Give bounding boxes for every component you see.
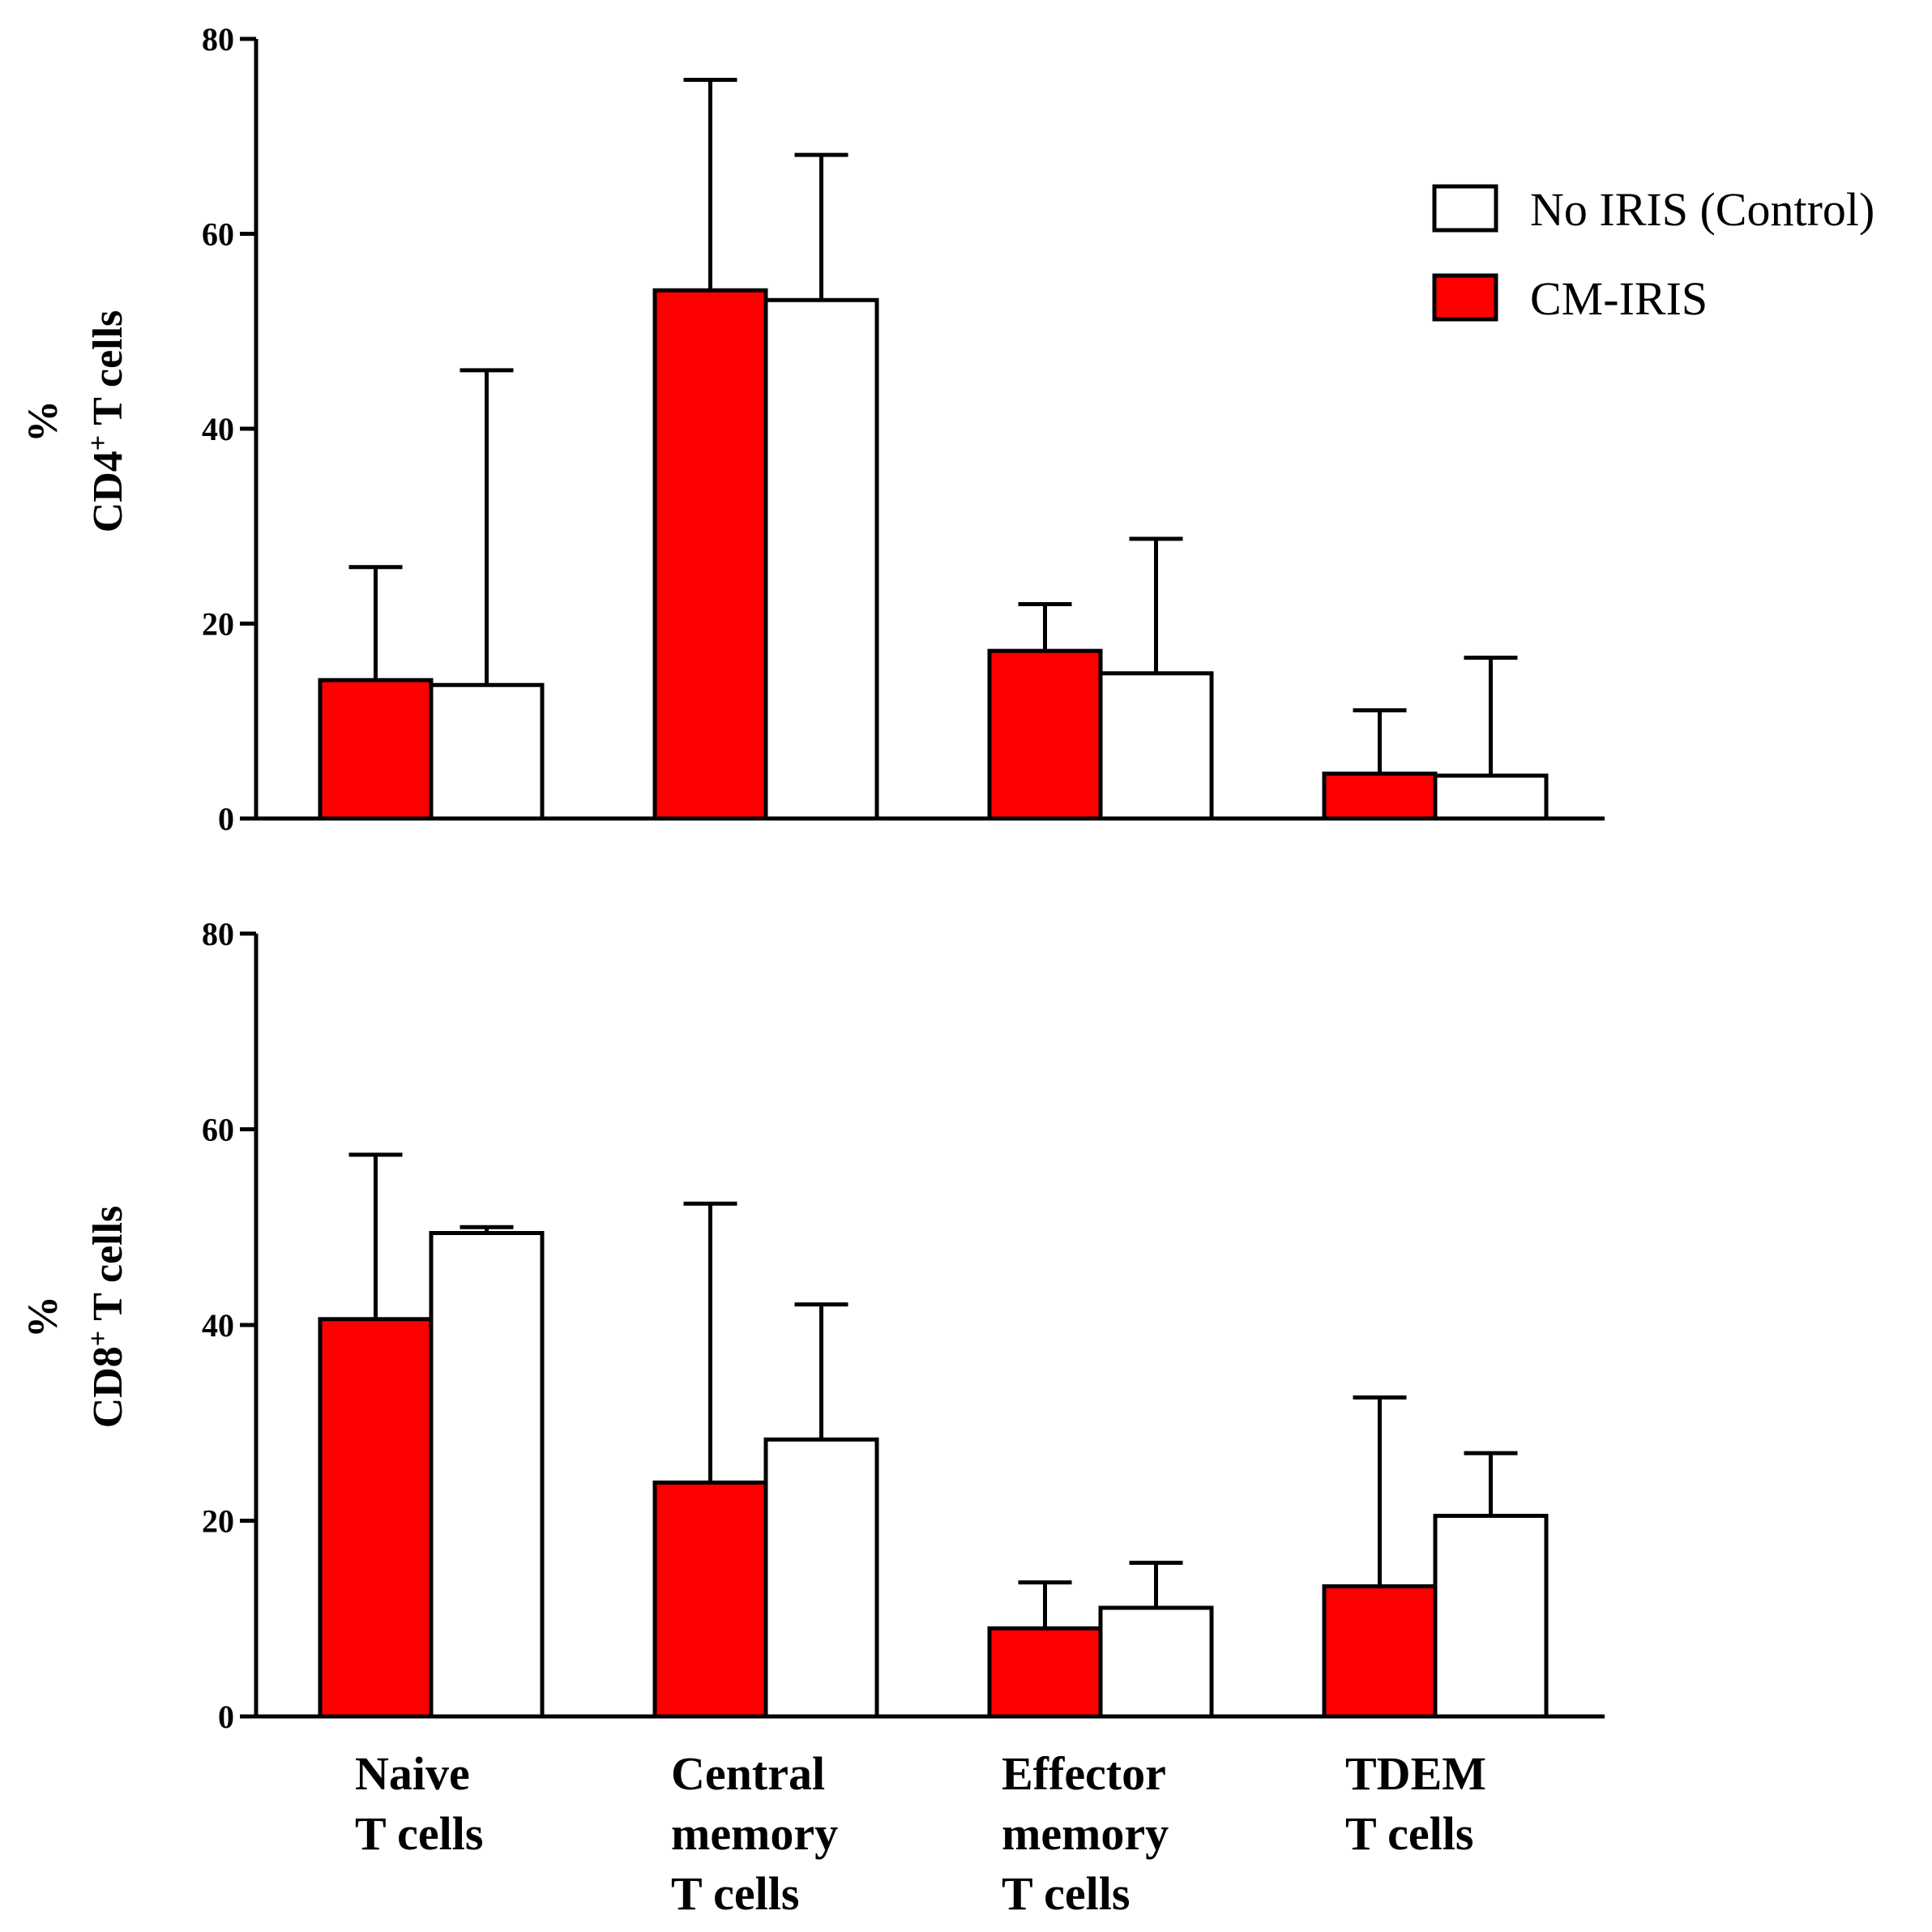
bar-cm_iris-1 (652, 288, 768, 821)
y-tick-label-20: 20 (202, 1503, 234, 1540)
x-category-label-0-0: Naive (355, 1747, 470, 1800)
bar-control-1 (763, 297, 879, 821)
cd4-panel: 0 20 40 60 80 CD4+ T cells% (20, 21, 1605, 837)
x-category-label-3-0: TDEM (1345, 1747, 1486, 1800)
x-category-label-1-1: memory (671, 1807, 838, 1860)
y-tick-label-60: 60 (202, 1112, 234, 1148)
y-tick-label-80: 80 (202, 916, 234, 952)
legend-swatch-cm_iris (1432, 273, 1498, 322)
bar-control-2 (1098, 1605, 1214, 1719)
x-category-label-0-1: T cells (355, 1807, 483, 1860)
y-tick-label-80: 80 (202, 21, 234, 58)
y-axis-label-percent: % (20, 1296, 66, 1338)
legend-swatch-control (1432, 184, 1498, 233)
x-category-label-3-1: T cells (1345, 1807, 1473, 1860)
x-category-label-2-2: T cells (1002, 1867, 1130, 1920)
bar-cm_iris-3 (1322, 1584, 1438, 1719)
cd8-panel: 0 20 40 60 80 CD8+ T cells% (20, 916, 1605, 1735)
bar-control-3 (1433, 773, 1549, 821)
y-tick-label-20: 20 (202, 606, 234, 643)
y-tick-label-40: 40 (202, 1307, 234, 1344)
y-axis-label: CD4+ T cells (83, 310, 132, 533)
legend-label-control: No IRIS (Control) (1530, 183, 1874, 236)
bar-cm_iris-0 (318, 1317, 434, 1719)
legend-label-cm_iris: CM-IRIS (1530, 272, 1708, 325)
bar-control-0 (429, 682, 545, 821)
legend: No IRIS (Control) CM-IRIS (1432, 183, 1874, 325)
y-axis-label: CD8+ T cells (83, 1206, 132, 1429)
x-category-label-2-0: Effector (1002, 1747, 1166, 1800)
y-tick-label-0: 0 (218, 1699, 234, 1735)
y-tick-label-40: 40 (202, 411, 234, 447)
bar-cm_iris-1 (652, 1480, 768, 1719)
x-category-label-1-0: Central (671, 1747, 825, 1800)
bar-cm_iris-2 (987, 648, 1103, 821)
bar-control-1 (763, 1437, 879, 1719)
x-category-label-1-2: T cells (671, 1867, 799, 1920)
y-axis-label-percent: % (20, 400, 66, 442)
y-tick-label-60: 60 (202, 216, 234, 253)
bar-control-0 (429, 1230, 545, 1719)
bar-control-3 (1433, 1513, 1549, 1719)
bar-cm_iris-2 (987, 1626, 1103, 1719)
bar-control-2 (1098, 671, 1214, 821)
bar-cm_iris-0 (318, 677, 434, 821)
y-tick-label-0: 0 (218, 801, 234, 837)
x-category-labels: Naive T cells Central memory T cells Effector… (355, 1747, 1486, 1920)
bar-cm_iris-3 (1322, 772, 1438, 821)
x-category-label-2-1: memory (1002, 1807, 1169, 1860)
